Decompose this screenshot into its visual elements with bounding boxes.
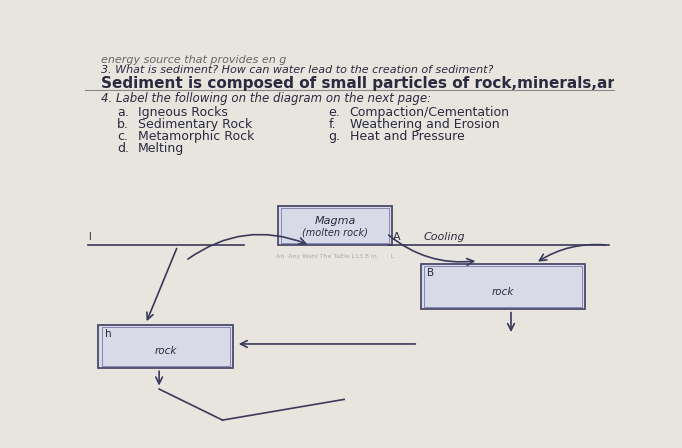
Text: Ah  Any Wahl The TaEle L13 8 In       L: Ah Any Wahl The TaEle L13 8 In L: [276, 254, 394, 259]
Text: 4. Label the following on the diagram on the next page:: 4. Label the following on the diagram on…: [101, 92, 431, 105]
Text: Cooling: Cooling: [424, 233, 465, 242]
Text: rock: rock: [155, 346, 177, 356]
Text: Sedimentary Rock: Sedimentary Rock: [138, 117, 252, 130]
Text: l: l: [88, 233, 91, 242]
Text: (molten rock): (molten rock): [302, 228, 368, 237]
Text: rock: rock: [492, 287, 514, 297]
Text: e.: e.: [329, 106, 340, 119]
FancyBboxPatch shape: [98, 324, 233, 368]
Text: c.: c.: [117, 129, 128, 142]
Text: g.: g.: [329, 129, 340, 142]
FancyBboxPatch shape: [421, 264, 584, 309]
Text: Sediment is composed of small particles of rock,minerals,and org: Sediment is composed of small particles …: [101, 76, 663, 91]
Text: d.: d.: [117, 142, 129, 155]
Text: b.: b.: [117, 117, 129, 130]
Text: Metamorphic Rock: Metamorphic Rock: [138, 129, 254, 142]
Text: 3. What is sediment? How can water lead to the creation of sediment?: 3. What is sediment? How can water lead …: [101, 65, 494, 75]
Text: B: B: [427, 268, 434, 278]
Text: a.: a.: [117, 106, 129, 119]
Text: h: h: [105, 329, 111, 339]
Text: Compaction/Cementation: Compaction/Cementation: [350, 106, 509, 119]
Text: Igneous Rocks: Igneous Rocks: [138, 106, 228, 119]
Text: Melting: Melting: [138, 142, 184, 155]
Text: energy source that provides en g: energy source that provides en g: [101, 56, 286, 65]
Text: Weathering and Erosion: Weathering and Erosion: [350, 117, 499, 130]
Text: f.: f.: [329, 117, 336, 130]
FancyBboxPatch shape: [278, 206, 391, 245]
Text: Magma: Magma: [314, 215, 356, 226]
Text: Heat and Pressure: Heat and Pressure: [350, 129, 464, 142]
Text: A: A: [393, 233, 400, 242]
